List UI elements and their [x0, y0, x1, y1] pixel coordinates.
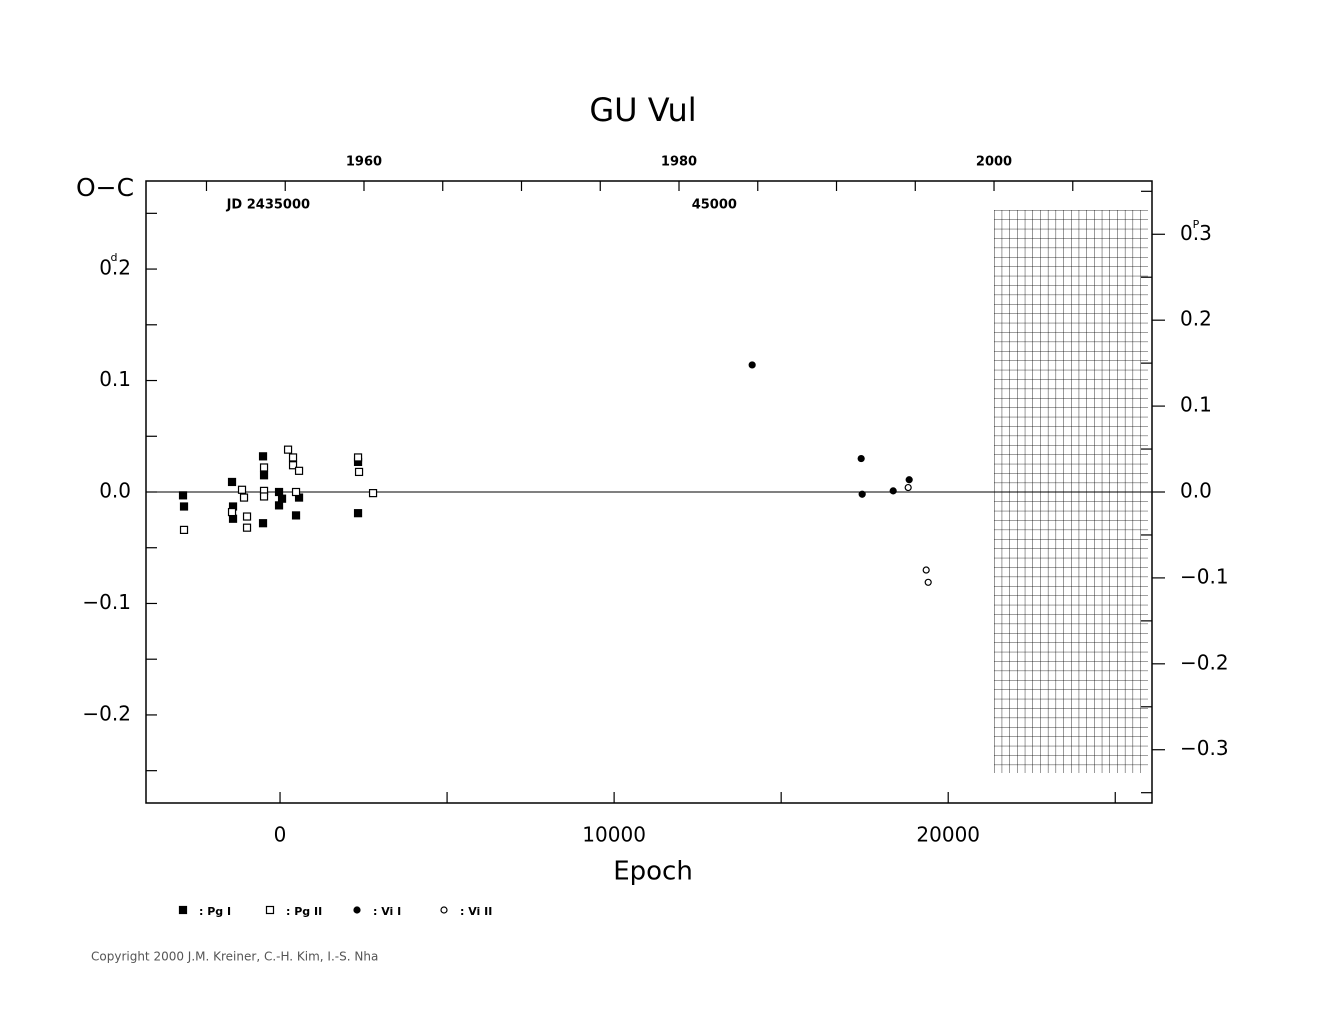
y-unit: d [111, 251, 118, 264]
legend-marker [178, 905, 188, 915]
copyright: Copyright 2000 J.M. Kreiner, C.-H. Kim, … [91, 950, 378, 964]
data-point [258, 519, 268, 528]
x-tick-label: 10000 [582, 823, 646, 847]
top-tick-label: 1960 [346, 155, 382, 170]
legend-label: : Vi II [460, 905, 492, 918]
data-point [748, 361, 756, 369]
data-point [259, 471, 269, 480]
data-point [237, 485, 247, 494]
data-point [288, 461, 298, 470]
data-point [228, 514, 238, 523]
top-tick-label: 1980 [661, 155, 697, 170]
data-point [922, 566, 930, 574]
annotation: JD 2435000 [226, 198, 310, 213]
data-point [288, 453, 298, 462]
data-point [905, 476, 913, 484]
legend-marker [353, 906, 361, 914]
y2-tick-label: 0.1 [1180, 393, 1212, 417]
data-point [277, 494, 287, 503]
chart-title: GU Vul [589, 91, 696, 129]
data-point [368, 489, 378, 498]
data-point [242, 512, 252, 521]
y2-tick-label: 0.2 [1180, 307, 1212, 331]
data-point [239, 493, 249, 502]
y2-tick-label: 0.0 [1180, 479, 1212, 503]
data-point [291, 511, 301, 520]
data-point [227, 507, 237, 517]
data-point [242, 523, 252, 532]
data-point [858, 490, 866, 498]
data-point [274, 487, 284, 497]
data-point [258, 452, 268, 461]
data-point [353, 453, 363, 462]
top-tick-label: 2000 [976, 155, 1012, 170]
y-tick-label: 0.0 [99, 479, 131, 503]
data-point [179, 525, 189, 534]
data-point [354, 467, 364, 477]
data-point [283, 445, 293, 454]
annotation: 45000 [692, 198, 737, 213]
data-point [924, 578, 932, 586]
x-tick-label: 0 [274, 823, 287, 847]
y2-unit: P [1193, 218, 1200, 231]
y-tick-label: 0.1 [99, 367, 131, 391]
y-tick-label: −0.2 [82, 701, 131, 725]
data-point [904, 483, 912, 492]
y2-tick-label: −0.3 [1180, 736, 1229, 760]
y-tick-label: −0.1 [82, 590, 131, 614]
legend-marker [265, 905, 275, 915]
y2-tick-label: −0.1 [1180, 564, 1229, 588]
legend-label: : Vi I [373, 905, 401, 918]
legend-label: : Pg II [286, 905, 322, 918]
data-point [259, 463, 269, 472]
y2-tick-label: 0.3 [1180, 221, 1212, 245]
data-point [857, 454, 865, 463]
legend-marker [440, 906, 448, 914]
data-point [889, 487, 897, 495]
data-point [227, 477, 237, 487]
data-point [178, 491, 188, 500]
y-axis-label: O−C [76, 173, 134, 202]
data-point [294, 466, 304, 475]
legend-label: : Pg I [199, 905, 231, 918]
x-tick-label: 20000 [916, 823, 980, 847]
data-point [179, 502, 189, 511]
data-point [291, 487, 301, 497]
y2-tick-label: −0.2 [1180, 650, 1229, 674]
data-point [274, 501, 284, 510]
data-point [353, 509, 363, 518]
data-point [259, 492, 269, 501]
y-tick-label: 0.2 [99, 256, 131, 280]
x-axis-label: Epoch [613, 857, 693, 887]
